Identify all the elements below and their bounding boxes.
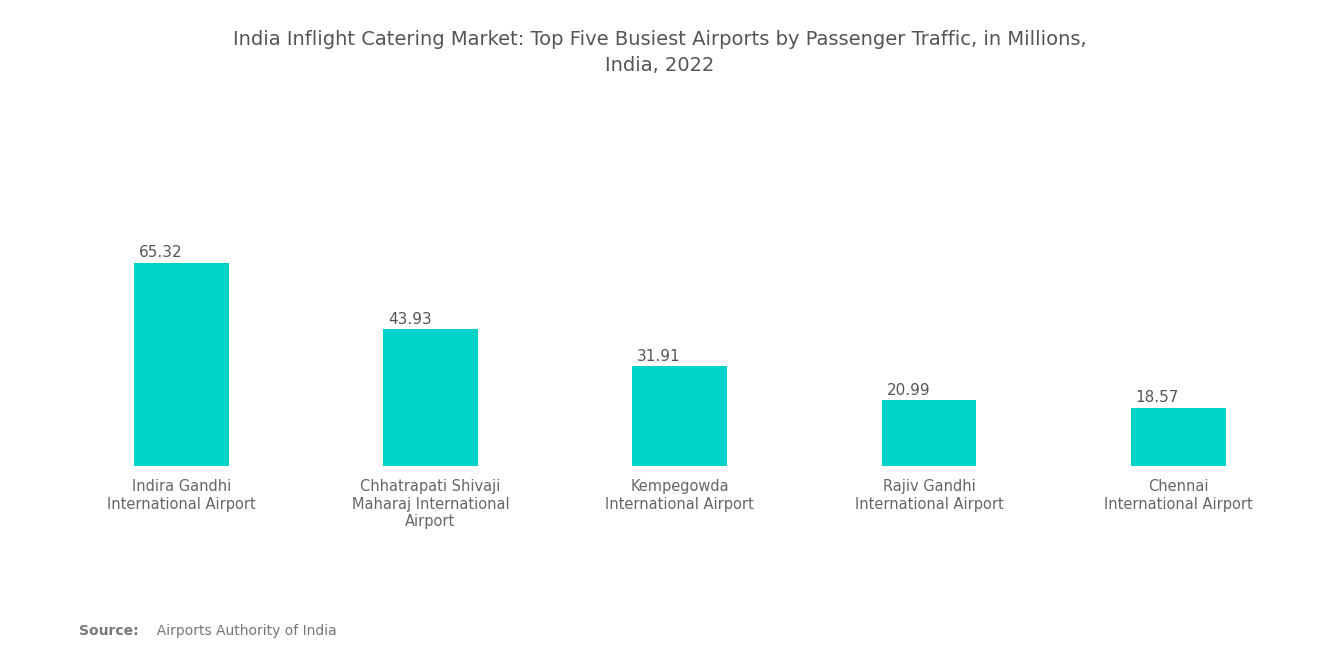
Text: 20.99: 20.99 <box>887 383 931 398</box>
Text: 43.93: 43.93 <box>388 312 432 327</box>
Text: Source:: Source: <box>79 624 139 638</box>
Text: Airports Authority of India: Airports Authority of India <box>148 624 337 638</box>
Bar <box>1131 408 1226 465</box>
Text: 65.32: 65.32 <box>139 245 182 260</box>
Bar <box>882 400 977 466</box>
Text: 18.57: 18.57 <box>1135 390 1179 406</box>
Bar <box>133 263 228 466</box>
Text: 31.91: 31.91 <box>638 349 681 364</box>
Bar <box>632 366 727 465</box>
Text: India Inflight Catering Market: Top Five Busiest Airports by Passenger Traffic, : India Inflight Catering Market: Top Five… <box>234 30 1086 75</box>
Bar <box>383 329 478 466</box>
